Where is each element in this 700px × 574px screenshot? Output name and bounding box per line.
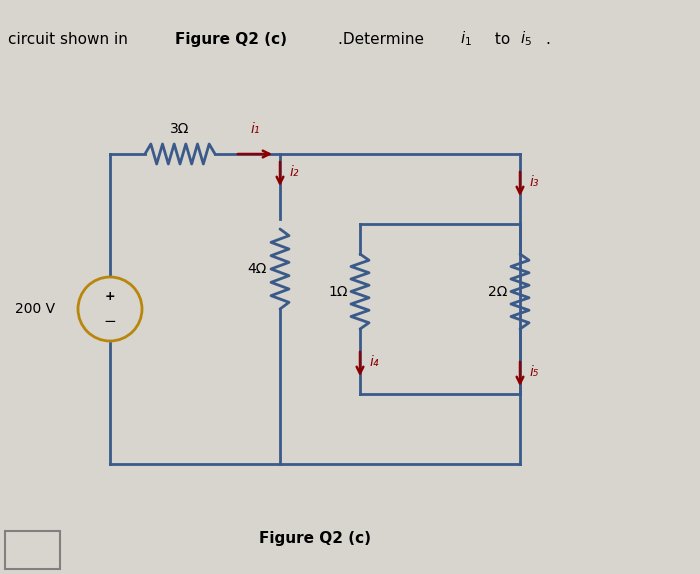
Text: Figure Q2 (c): Figure Q2 (c) [175, 32, 287, 46]
Text: to: to [490, 32, 515, 46]
Text: Figure Q2 (c): Figure Q2 (c) [259, 532, 371, 546]
Text: 4Ω: 4Ω [248, 262, 267, 276]
Text: i₂: i₂ [290, 165, 300, 179]
Text: $i_1$: $i_1$ [460, 30, 472, 48]
Text: −: − [104, 315, 116, 329]
Text: circuit shown in: circuit shown in [8, 32, 133, 46]
Text: +: + [105, 289, 116, 302]
Text: .: . [545, 32, 550, 46]
Text: i₁: i₁ [251, 122, 260, 136]
Bar [5, 531, 60, 569]
Text: i₃: i₃ [530, 175, 540, 189]
Text: $i_5$: $i_5$ [520, 30, 532, 48]
Text: 200 V: 200 V [15, 302, 55, 316]
Text: 1Ω: 1Ω [328, 285, 348, 298]
Text: i₅: i₅ [530, 365, 540, 379]
Text: 3Ω: 3Ω [170, 122, 190, 136]
Text: i₄: i₄ [370, 355, 379, 369]
Text: 2Ω: 2Ω [488, 285, 507, 298]
Text: .Determine: .Determine [338, 32, 429, 46]
